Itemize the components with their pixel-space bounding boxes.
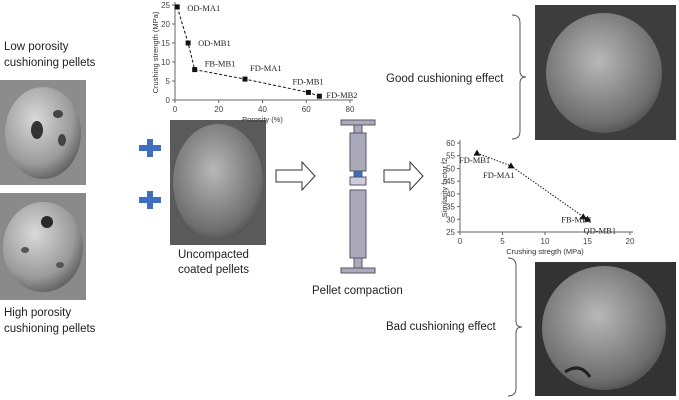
x-tick-label: 20 <box>626 237 635 246</box>
point <box>242 76 248 82</box>
good-label: Good cushioning effect <box>386 73 504 85</box>
arrow <box>275 160 316 192</box>
bad-label: Bad cushioning effect <box>386 321 497 333</box>
y-axis-label: Crushing strength (MPa) <box>151 11 160 93</box>
low-porosity-label-1: Low porosity <box>4 41 69 53</box>
y-tick-label: 15 <box>161 39 170 48</box>
y-tick-label: 35 <box>446 203 455 212</box>
x-tick-label: 80 <box>346 105 355 114</box>
compaction-device <box>340 119 376 274</box>
point-label: OD-MA1 <box>187 3 220 13</box>
plus-sign <box>139 139 161 157</box>
x-tick-label: 5 <box>500 237 505 246</box>
y-tick-label: 60 <box>446 139 455 148</box>
x-tick-label: 60 <box>302 105 311 114</box>
y-tick-label: 10 <box>161 58 170 67</box>
uncompacted-label-1: Uncompacted <box>178 249 249 261</box>
point-label: FD-MA1 <box>483 170 515 180</box>
y-tick-label: 25 <box>161 1 170 10</box>
y-tick-label: 5 <box>166 77 171 86</box>
point <box>174 4 180 10</box>
low-porosity-image <box>0 80 86 185</box>
point-label: FD-MB2 <box>326 90 357 100</box>
point <box>507 162 515 169</box>
high-porosity-label-2: cushioning pellets <box>4 323 96 335</box>
x-tick-label: 10 <box>541 237 550 246</box>
bad-image <box>535 262 676 396</box>
high-porosity-image <box>0 193 86 300</box>
high-porosity-label-1: High porosity <box>4 307 71 319</box>
arrow <box>383 160 424 192</box>
trend-line <box>476 152 588 220</box>
uncompacted-label-2: coated pellets <box>178 264 249 276</box>
point <box>584 215 591 222</box>
point-label: FD-MB1 <box>292 76 323 86</box>
x-axis-label: Porosity (%) <box>242 115 283 124</box>
brace <box>511 14 527 140</box>
y-tick-label: 20 <box>161 20 170 29</box>
point-label: FD-MB1 <box>459 155 490 165</box>
good-image <box>535 5 676 140</box>
x-tick-label: 0 <box>458 237 463 246</box>
y-tick-label: 55 <box>446 152 455 161</box>
low-porosity-label-2: cushioning pellets <box>4 57 96 69</box>
point <box>192 67 198 73</box>
plus-sign <box>139 191 161 209</box>
trend-line <box>176 6 320 97</box>
y-axis-label: Similarity factor f2 <box>440 158 449 218</box>
compaction-label: Pellet compaction <box>312 285 403 297</box>
point <box>185 40 191 46</box>
y-tick-label: 30 <box>446 215 455 224</box>
y-tick-label: 40 <box>446 190 455 199</box>
uncompacted-image <box>170 120 266 245</box>
point-label: OD-MB1 <box>198 38 231 48</box>
point <box>579 213 587 220</box>
brace <box>507 257 523 397</box>
x-tick-label: 0 <box>173 105 178 114</box>
y-tick-label: 25 <box>446 228 455 237</box>
point-label: FD-MA1 <box>250 63 282 73</box>
x-tick-label: 20 <box>214 105 223 114</box>
x-tick-label: 15 <box>583 237 592 246</box>
point-label: FB-MB1 <box>205 59 236 69</box>
x-axis-label: Crushing stregth (MPa) <box>506 247 584 256</box>
x-tick-label: 40 <box>258 105 267 114</box>
point-label: OD-MB1 <box>584 225 617 235</box>
y-tick-label: 45 <box>446 177 455 186</box>
y-tick-label: 50 <box>446 164 455 173</box>
point <box>473 149 481 156</box>
point <box>305 89 311 95</box>
point-label: FB-MB1 <box>561 215 592 225</box>
y-tick-label: 0 <box>166 96 171 105</box>
point <box>316 93 322 99</box>
